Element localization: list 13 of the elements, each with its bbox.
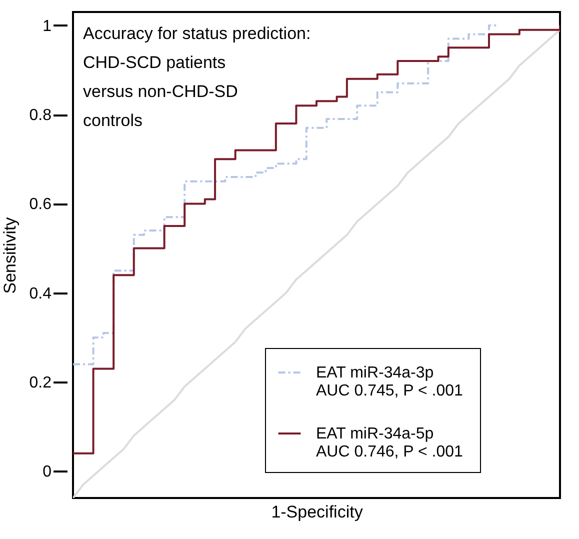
y-axis-title: Sensitivity: [0, 216, 20, 294]
annotation: AUC 0.746, P < .001: [316, 444, 464, 460]
y-tick-label: 0.4: [29, 285, 52, 302]
y-tick-label: 0.6: [29, 196, 52, 214]
legend-label: EAT miR-34a-3p: [316, 364, 434, 382]
y-tick-label: 0: [42, 464, 52, 481]
annotation: Accuracy for status prediction: CHD-SCD patients versus non-CHD-SD controls: [83, 24, 311, 130]
annotation: AUC 0.745, P < .001: [316, 382, 464, 400]
legend-label: EAT miR-34a-5p: [316, 426, 434, 442]
y-tick-label: 1: [42, 18, 52, 35]
y-tick-label: 0.8: [29, 107, 52, 124]
y-tick-label: 0.2: [29, 374, 52, 392]
x-axis-title: 1-Specificity: [271, 502, 364, 522]
